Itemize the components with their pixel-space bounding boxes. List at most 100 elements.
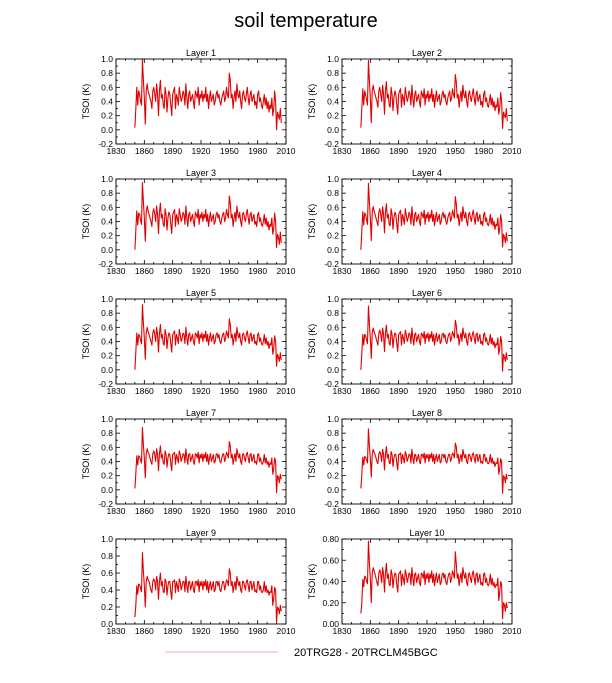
y-axis-label: TSOI (K): [307, 324, 317, 360]
y-tick-label: 0.0: [101, 619, 113, 629]
x-tick-label: 1890: [163, 506, 182, 516]
x-tick-label: 1830: [107, 506, 126, 516]
y-tick-label: 0.2: [101, 471, 113, 481]
y-tick-label: 1.0: [101, 414, 113, 424]
x-tick-label: 1950: [220, 266, 239, 276]
x-tick-label: 1890: [389, 386, 408, 396]
x-tick-label: 1830: [107, 626, 126, 636]
x-tick-label: 1890: [389, 626, 408, 636]
x-tick-label: 1980: [248, 626, 267, 636]
y-tick-label: 0.8: [101, 68, 113, 78]
x-tick-label: 1950: [220, 626, 239, 636]
y-tick-label: 0.4: [327, 217, 339, 227]
x-tick-label: 1860: [361, 386, 380, 396]
y-tick-label: 1.0: [327, 174, 339, 184]
y-tick-label: 1.0: [327, 294, 339, 304]
y-tick-label: 0.4: [327, 97, 339, 107]
x-tick-label: 1980: [248, 266, 267, 276]
y-tick-label: 0.0: [101, 485, 113, 495]
x-tick-label: 1950: [220, 506, 239, 516]
series-line: [134, 181, 282, 250]
x-tick-label: 1980: [474, 266, 493, 276]
y-tick-label: -0.2: [98, 499, 113, 509]
panel-title: Layer 6: [412, 288, 442, 298]
panel-layer-9: Layer 9 TSOI (K) 1830 1860 1890 1920 1950 1980 2…: [81, 528, 296, 636]
y-tick-label: 0.0: [101, 245, 113, 255]
y-tick-label: 0.4: [327, 337, 339, 347]
x-tick-label: 1830: [333, 626, 352, 636]
x-tick-label: 1830: [333, 146, 352, 156]
plot-frame: [115, 298, 287, 385]
y-tick-label: 0.8: [327, 188, 339, 198]
x-tick-label: 1950: [446, 626, 465, 636]
x-tick-label: 1890: [389, 146, 408, 156]
y-tick-label: 0.4: [101, 457, 113, 467]
y-tick-label: 0.80: [322, 534, 339, 544]
y-tick-label: 0.8: [327, 308, 339, 318]
y-tick-label: 0.6: [327, 322, 339, 332]
panel-grid: Layer 1 TSOI (K) 1830 1860 1890 1920 1950 1980 2…: [81, 48, 522, 636]
x-tick-label: 1860: [361, 266, 380, 276]
plot-frame: [115, 178, 287, 265]
y-tick-label: 0.4: [101, 585, 113, 595]
y-tick-label: 1.0: [101, 534, 113, 544]
x-tick-label: 1890: [163, 146, 182, 156]
x-tick-label: 1920: [192, 266, 211, 276]
x-tick-label: 1890: [163, 626, 182, 636]
y-tick-label: 0.0: [327, 125, 339, 135]
panel-title: Layer 2: [412, 48, 442, 58]
y-tick-label: 0.00: [322, 619, 339, 629]
x-tick-label: 1920: [418, 506, 437, 516]
y-tick-label: -0.2: [324, 259, 339, 269]
y-tick-label: 0.2: [101, 111, 113, 121]
x-tick-label: 1950: [446, 146, 465, 156]
x-tick-label: 1890: [389, 506, 408, 516]
y-tick-label: 0.8: [101, 188, 113, 198]
y-tick-label: 1.0: [327, 414, 339, 424]
series-line: [134, 552, 282, 623]
y-tick-label: 0.8: [101, 428, 113, 438]
y-tick-label: 0.6: [101, 82, 113, 92]
x-tick-label: 2010: [503, 626, 522, 636]
x-tick-label: 1860: [135, 626, 154, 636]
y-tick-label: 1.0: [101, 54, 113, 64]
y-tick-label: -0.2: [98, 379, 113, 389]
panel-layer-2: Layer 2 TSOI (K) 1830 1860 1890 1920 1950 1980 2…: [307, 48, 522, 156]
panel-title: Layer 10: [409, 528, 444, 538]
x-tick-label: 1860: [135, 386, 154, 396]
y-tick-label: -0.2: [98, 259, 113, 269]
plot-frame: [341, 298, 513, 385]
y-axis-label: TSOI (K): [81, 324, 91, 360]
plot-frame: [341, 538, 513, 625]
panel-layer-10: Layer 10 TSOI (K) 1830 1860 1890 1920 1950 1980…: [307, 528, 522, 636]
y-tick-label: 0.0: [101, 365, 113, 375]
panel-title: Layer 9: [186, 528, 216, 538]
x-tick-label: 2010: [277, 266, 296, 276]
y-tick-label: 0.8: [101, 551, 113, 561]
y-tick-label: -0.2: [324, 379, 339, 389]
panel-layer-3: Layer 3 TSOI (K) 1830 1860 1890 1920 1950 1980 2…: [81, 168, 296, 276]
y-tick-label: 0.6: [101, 322, 113, 332]
x-tick-label: 1980: [248, 386, 267, 396]
y-tick-label: 0.2: [101, 231, 113, 241]
panel-layer-5: Layer 5 TSOI (K) 1830 1860 1890 1920 1950 1980 2…: [81, 288, 296, 396]
plot-frame: [341, 178, 513, 265]
y-tick-label: 0.4: [101, 337, 113, 347]
x-tick-label: 1920: [192, 506, 211, 516]
x-tick-label: 1890: [389, 266, 408, 276]
y-tick-label: 0.8: [101, 308, 113, 318]
y-tick-label: 0.8: [327, 68, 339, 78]
x-tick-label: 1860: [361, 626, 380, 636]
x-tick-label: 1890: [163, 266, 182, 276]
y-axis-label: TSOI (K): [81, 564, 91, 600]
x-tick-label: 2010: [277, 146, 296, 156]
panel-layer-4: Layer 4 TSOI (K) 1830 1860 1890 1920 1950 1980 2…: [307, 168, 522, 276]
y-axis-label: TSOI (K): [81, 84, 91, 120]
x-tick-label: 1920: [418, 266, 437, 276]
x-tick-label: 1830: [333, 386, 352, 396]
y-tick-label: 0.2: [101, 351, 113, 361]
figure-title: soil temperature: [234, 10, 377, 32]
y-tick-label: 0.4: [101, 97, 113, 107]
y-tick-label: 0.6: [327, 82, 339, 92]
